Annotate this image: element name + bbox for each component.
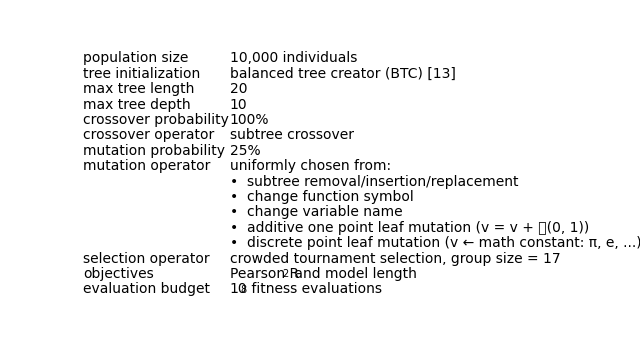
- Text: selection operator: selection operator: [83, 252, 210, 266]
- Text: Pearson R: Pearson R: [230, 267, 299, 281]
- Text: uniformly chosen from:: uniformly chosen from:: [230, 159, 390, 173]
- Text: balanced tree creator (BTC) [13]: balanced tree creator (BTC) [13]: [230, 67, 456, 81]
- Text: tree initialization: tree initialization: [83, 67, 200, 81]
- Text: crossover probability: crossover probability: [83, 113, 229, 127]
- Text: max tree depth: max tree depth: [83, 98, 191, 112]
- Text: 25%: 25%: [230, 144, 260, 158]
- Text: crowded tournament selection, group size = 17: crowded tournament selection, group size…: [230, 252, 560, 266]
- Text: mutation operator: mutation operator: [83, 159, 211, 173]
- Text: fitness evaluations: fitness evaluations: [246, 282, 381, 296]
- Text: •  subtree removal/insertion/replacement: • subtree removal/insertion/replacement: [230, 175, 518, 189]
- Text: 10: 10: [230, 282, 247, 296]
- Text: subtree crossover: subtree crossover: [230, 128, 353, 142]
- Text: •  discrete point leaf mutation (v ← math constant: π, e, ...): • discrete point leaf mutation (v ← math…: [230, 236, 640, 250]
- Text: 20: 20: [230, 82, 247, 96]
- Text: max tree length: max tree length: [83, 82, 195, 96]
- Text: and model length: and model length: [290, 267, 417, 281]
- Text: mutation probability: mutation probability: [83, 144, 225, 158]
- Text: evaluation budget: evaluation budget: [83, 282, 210, 296]
- Text: objectives: objectives: [83, 267, 154, 281]
- Text: crossover operator: crossover operator: [83, 128, 214, 142]
- Text: 10: 10: [230, 98, 247, 112]
- Text: population size: population size: [83, 51, 188, 66]
- Text: •  change function symbol: • change function symbol: [230, 190, 413, 204]
- Text: 8: 8: [241, 285, 246, 295]
- Text: 100%: 100%: [230, 113, 269, 127]
- Text: 10,000 individuals: 10,000 individuals: [230, 51, 357, 66]
- Text: •  change variable name: • change variable name: [230, 205, 402, 219]
- Text: 2: 2: [282, 269, 289, 279]
- Text: •  additive one point leaf mutation (v = v + 퓝(0, 1)): • additive one point leaf mutation (v = …: [230, 221, 589, 235]
